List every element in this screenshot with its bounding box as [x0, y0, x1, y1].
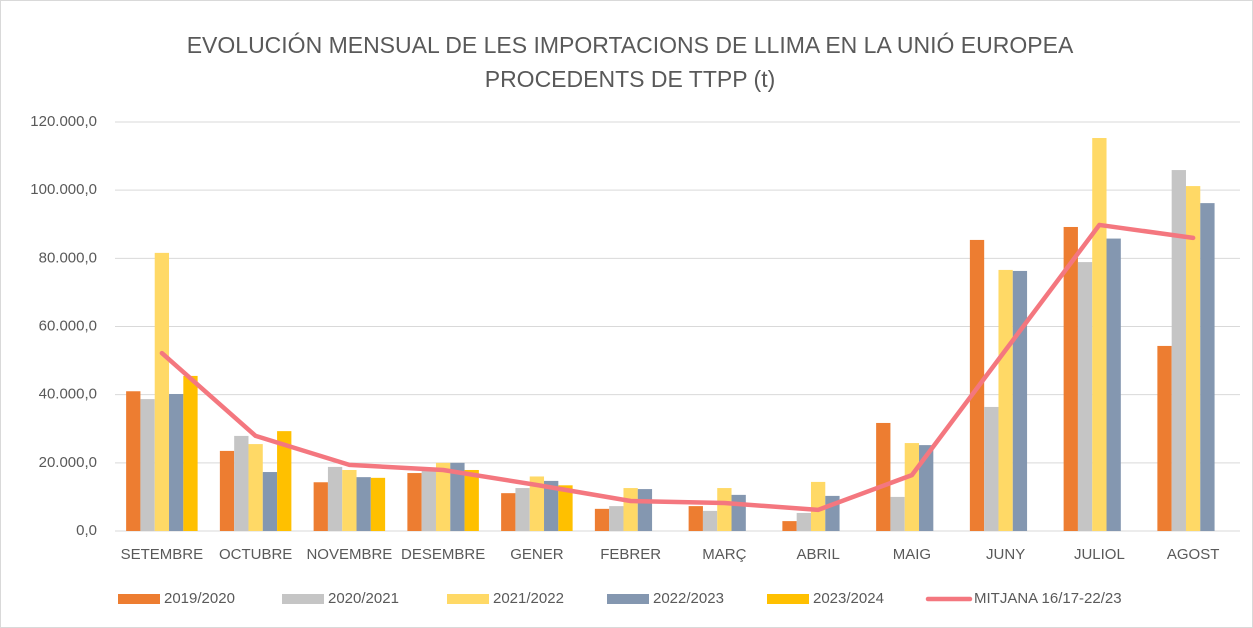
bar: [919, 445, 934, 531]
bar: [183, 375, 198, 531]
bar: [126, 391, 141, 531]
legend-label: 2020/2021: [328, 590, 399, 607]
bar: [998, 269, 1013, 531]
x-tick-label: DESEMBRE: [401, 546, 485, 563]
legend-swatch: [282, 594, 324, 604]
bar: [594, 508, 610, 531]
bar: [782, 521, 797, 531]
y-tick-label: 120.000,0: [30, 113, 97, 130]
x-tick-label: JUNY: [986, 546, 1025, 563]
bar: [219, 450, 235, 531]
legend-swatch: [447, 594, 489, 604]
bar: [623, 488, 638, 531]
bar: [984, 406, 999, 531]
bar: [169, 393, 184, 531]
y-tick-label: 100.000,0: [30, 181, 97, 198]
legend-swatch: [118, 594, 160, 604]
legend-label: 2019/2020: [164, 590, 235, 607]
bar: [529, 476, 545, 531]
y-tick-label: 60.000,0: [39, 317, 97, 334]
bar: [637, 489, 653, 531]
bar: [140, 399, 155, 531]
y-tick-label: 0,0: [76, 522, 97, 539]
x-tick-label: SETEMBRE: [121, 546, 204, 563]
chart-title: EVOLUCIÓN MENSUAL DE LES IMPORTACIONS DE…: [187, 32, 1074, 58]
bar: [731, 494, 746, 531]
x-tick-label: AGOST: [1167, 546, 1220, 563]
y-tick-label: 40.000,0: [39, 386, 97, 403]
x-tick-label: MAIG: [893, 546, 931, 563]
bar: [1092, 138, 1107, 531]
bar: [558, 485, 573, 531]
legend-label: 2022/2023: [653, 590, 724, 607]
legend-label: 2021/2022: [493, 590, 564, 607]
bar: [1200, 203, 1215, 531]
bar: [421, 468, 436, 531]
bar: [277, 431, 292, 531]
bar: [356, 477, 371, 531]
bar: [154, 252, 170, 531]
bar: [450, 462, 465, 531]
y-tick-label: 80.000,0: [39, 249, 97, 266]
bar: [796, 512, 811, 531]
bar: [501, 493, 516, 531]
x-tick-label: FEBRER: [600, 546, 661, 563]
bar: [1106, 238, 1121, 531]
bar: [609, 506, 624, 531]
bar: [1012, 270, 1028, 531]
x-tick-label: MARÇ: [702, 546, 746, 563]
x-tick-label: ABRIL: [796, 546, 839, 563]
bar: [515, 488, 530, 531]
legend-label: MITJANA 16/17-22/23: [974, 590, 1122, 607]
bar: [1063, 226, 1078, 531]
legend-label: 2023/2024: [813, 590, 884, 607]
chart-title: PROCEDENTS DE TTPP (t): [485, 66, 776, 92]
x-tick-label: JULIOL: [1074, 546, 1125, 563]
line-series: [159, 222, 1196, 513]
bar: [234, 435, 249, 531]
bar: [435, 462, 451, 531]
legend-swatch: [607, 594, 649, 604]
bar: [327, 466, 343, 531]
x-tick-label: NOVEMBRE: [306, 546, 392, 563]
bar: [876, 422, 891, 531]
bar: [1171, 170, 1186, 531]
bar: [262, 472, 278, 531]
bar: [688, 506, 703, 531]
bar: [342, 469, 357, 531]
bar: [544, 480, 559, 531]
bar: [370, 477, 386, 531]
bar: [702, 510, 718, 531]
legend-swatch: [767, 594, 809, 604]
bar: [717, 488, 732, 531]
bar: [1157, 345, 1172, 531]
x-tick-label: OCTUBRE: [219, 546, 292, 563]
bar: [313, 482, 328, 531]
bar: [890, 496, 905, 531]
bar: [464, 469, 479, 531]
bar: [904, 443, 920, 531]
bar: [407, 473, 422, 531]
x-tick-label: GENER: [510, 546, 564, 563]
bar: [1077, 262, 1093, 531]
bar: [248, 444, 263, 531]
bar: [1185, 186, 1201, 531]
bar: [810, 481, 826, 531]
y-tick-label: 20.000,0: [39, 454, 97, 471]
